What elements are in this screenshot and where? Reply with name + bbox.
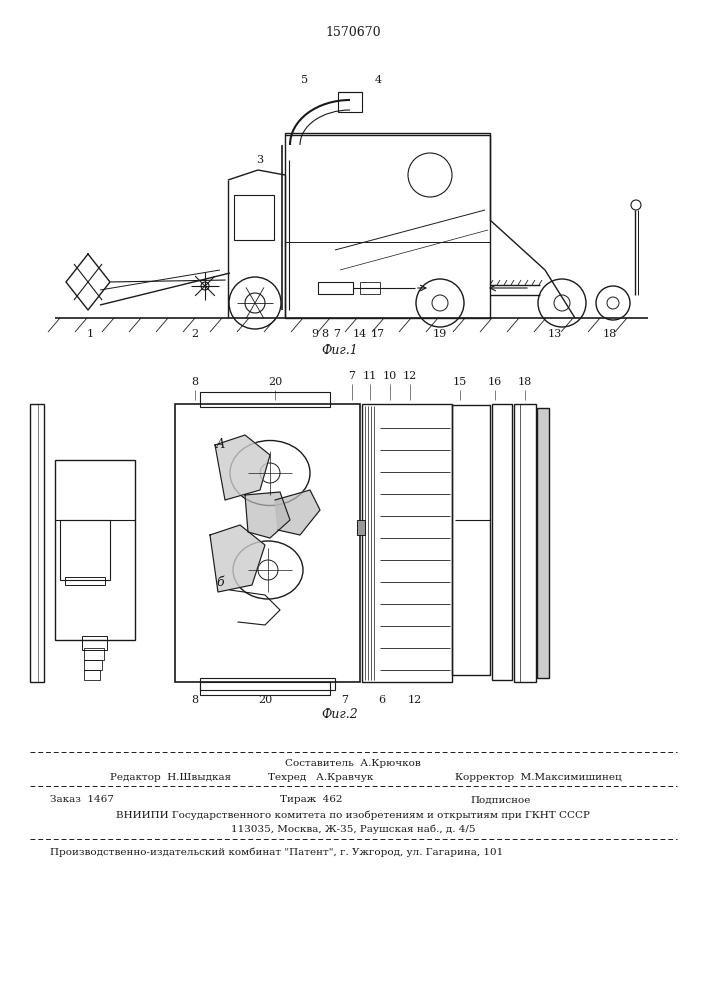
- Bar: [65, 577, 105, 585]
- Bar: [492, 404, 512, 680]
- Text: 17: 17: [371, 329, 385, 339]
- Bar: [338, 92, 362, 112]
- Bar: [362, 404, 452, 682]
- Text: 18: 18: [603, 329, 617, 339]
- Bar: [200, 682, 330, 695]
- Text: Производственно-издательский комбинат "Патент", г. Ужгород, ул. Гагарина, 101: Производственно-издательский комбинат "П…: [50, 847, 503, 857]
- Text: 18: 18: [518, 377, 532, 387]
- Polygon shape: [275, 490, 320, 535]
- Bar: [357, 520, 365, 535]
- Bar: [55, 460, 135, 640]
- Text: Подписное: Подписное: [470, 796, 530, 804]
- Text: 7: 7: [349, 371, 356, 381]
- Text: Техред   А.Кравчук: Техред А.Кравчук: [268, 772, 373, 782]
- Bar: [234, 195, 274, 240]
- Text: 8: 8: [322, 329, 329, 339]
- Bar: [84, 660, 102, 670]
- Text: 5: 5: [301, 75, 308, 85]
- Text: 1: 1: [86, 329, 93, 339]
- Polygon shape: [215, 435, 270, 500]
- Text: 9: 9: [312, 329, 319, 339]
- Text: 113035, Москва, Ж-35, Раушская наб., д. 4/5: 113035, Москва, Ж-35, Раушская наб., д. …: [230, 824, 475, 834]
- Text: Корректор  М.Максимишинец: Корректор М.Максимишинец: [455, 772, 621, 782]
- Text: 14: 14: [353, 329, 367, 339]
- Text: 1570670: 1570670: [325, 25, 381, 38]
- Text: 10: 10: [383, 371, 397, 381]
- Bar: [175, 404, 360, 682]
- Text: 11: 11: [363, 371, 377, 381]
- Text: 2: 2: [192, 329, 199, 339]
- Text: Заказ  1467: Заказ 1467: [50, 796, 114, 804]
- Text: б: б: [216, 576, 224, 588]
- Text: 7: 7: [341, 695, 349, 705]
- Text: ВНИИПИ Государственного комитета по изобретениям и открытиям при ГКНТ СССР: ВНИИПИ Государственного комитета по изоб…: [116, 810, 590, 820]
- Text: 12: 12: [408, 695, 422, 705]
- Text: 13: 13: [548, 329, 562, 339]
- Text: Тираж  462: Тираж 462: [280, 796, 342, 804]
- Polygon shape: [245, 492, 290, 538]
- Text: 4: 4: [375, 75, 382, 85]
- Text: Редактор  Н.Швыдкая: Редактор Н.Швыдкая: [110, 772, 231, 782]
- Bar: [30, 404, 44, 682]
- Text: 12: 12: [403, 371, 417, 381]
- Bar: [285, 133, 490, 318]
- Bar: [200, 678, 335, 690]
- Bar: [452, 405, 490, 675]
- Text: 15: 15: [453, 377, 467, 387]
- Polygon shape: [210, 525, 265, 592]
- Text: 16: 16: [488, 377, 502, 387]
- Text: 19: 19: [433, 329, 447, 339]
- Bar: [84, 648, 104, 660]
- Bar: [82, 636, 107, 650]
- Text: 7: 7: [334, 329, 341, 339]
- Text: 8: 8: [192, 695, 199, 705]
- Text: 20: 20: [258, 695, 272, 705]
- Bar: [360, 282, 380, 294]
- Text: 8: 8: [192, 377, 199, 387]
- Text: Фиг.2: Фиг.2: [322, 708, 358, 720]
- Bar: [84, 670, 100, 680]
- Bar: [514, 404, 536, 682]
- Bar: [200, 392, 330, 407]
- Text: 3: 3: [257, 155, 264, 165]
- Text: 20: 20: [268, 377, 282, 387]
- Text: Фиг.1: Фиг.1: [322, 344, 358, 357]
- Bar: [537, 408, 549, 678]
- Bar: [60, 520, 110, 580]
- Text: Составитель  А.Крючков: Составитель А.Крючков: [285, 760, 421, 768]
- Text: 6: 6: [378, 695, 385, 705]
- Text: А: А: [215, 438, 225, 452]
- Bar: [318, 282, 353, 294]
